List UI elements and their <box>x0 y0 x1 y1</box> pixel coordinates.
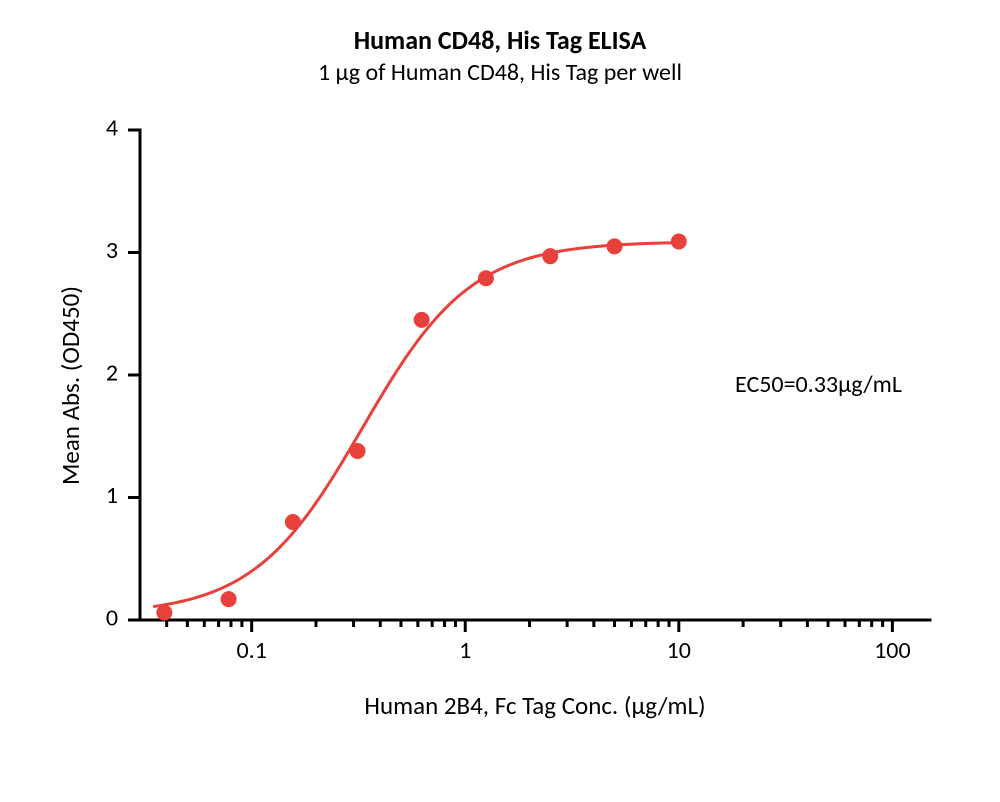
y-tick-label: 1 <box>106 481 118 510</box>
data-point <box>156 605 172 621</box>
x-tick-label: 1 <box>459 636 471 665</box>
plot-svg: 0 1 2 3 4 0.1 1 10 100 <box>0 0 1000 802</box>
ec50-annotation: EC50=0.33µg/mL <box>735 370 902 399</box>
y-axis-label: Mean Abs. (OD450) <box>55 286 86 485</box>
data-point <box>542 248 558 264</box>
y-tick-label: 2 <box>106 359 118 388</box>
data-point <box>478 270 494 286</box>
x-tick-label: 10 <box>667 636 691 665</box>
y-tick-label: 3 <box>106 236 118 265</box>
data-point <box>350 443 366 459</box>
x-tick-label: 0.1 <box>236 636 266 665</box>
chart-container: Human CD48, His Tag ELISA 1 µg of Human … <box>0 0 1000 802</box>
data-point <box>221 591 237 607</box>
data-point <box>285 514 301 530</box>
x-tick-label: 100 <box>874 636 911 665</box>
data-point <box>671 233 687 249</box>
y-tick-label: 0 <box>106 604 118 633</box>
y-tick-label: 4 <box>106 114 118 143</box>
fit-curve <box>154 243 679 607</box>
data-point <box>607 238 623 254</box>
x-axis-label: Human 2B4, Fc Tag Conc. (µg/mL) <box>140 690 930 721</box>
data-point <box>414 312 430 328</box>
